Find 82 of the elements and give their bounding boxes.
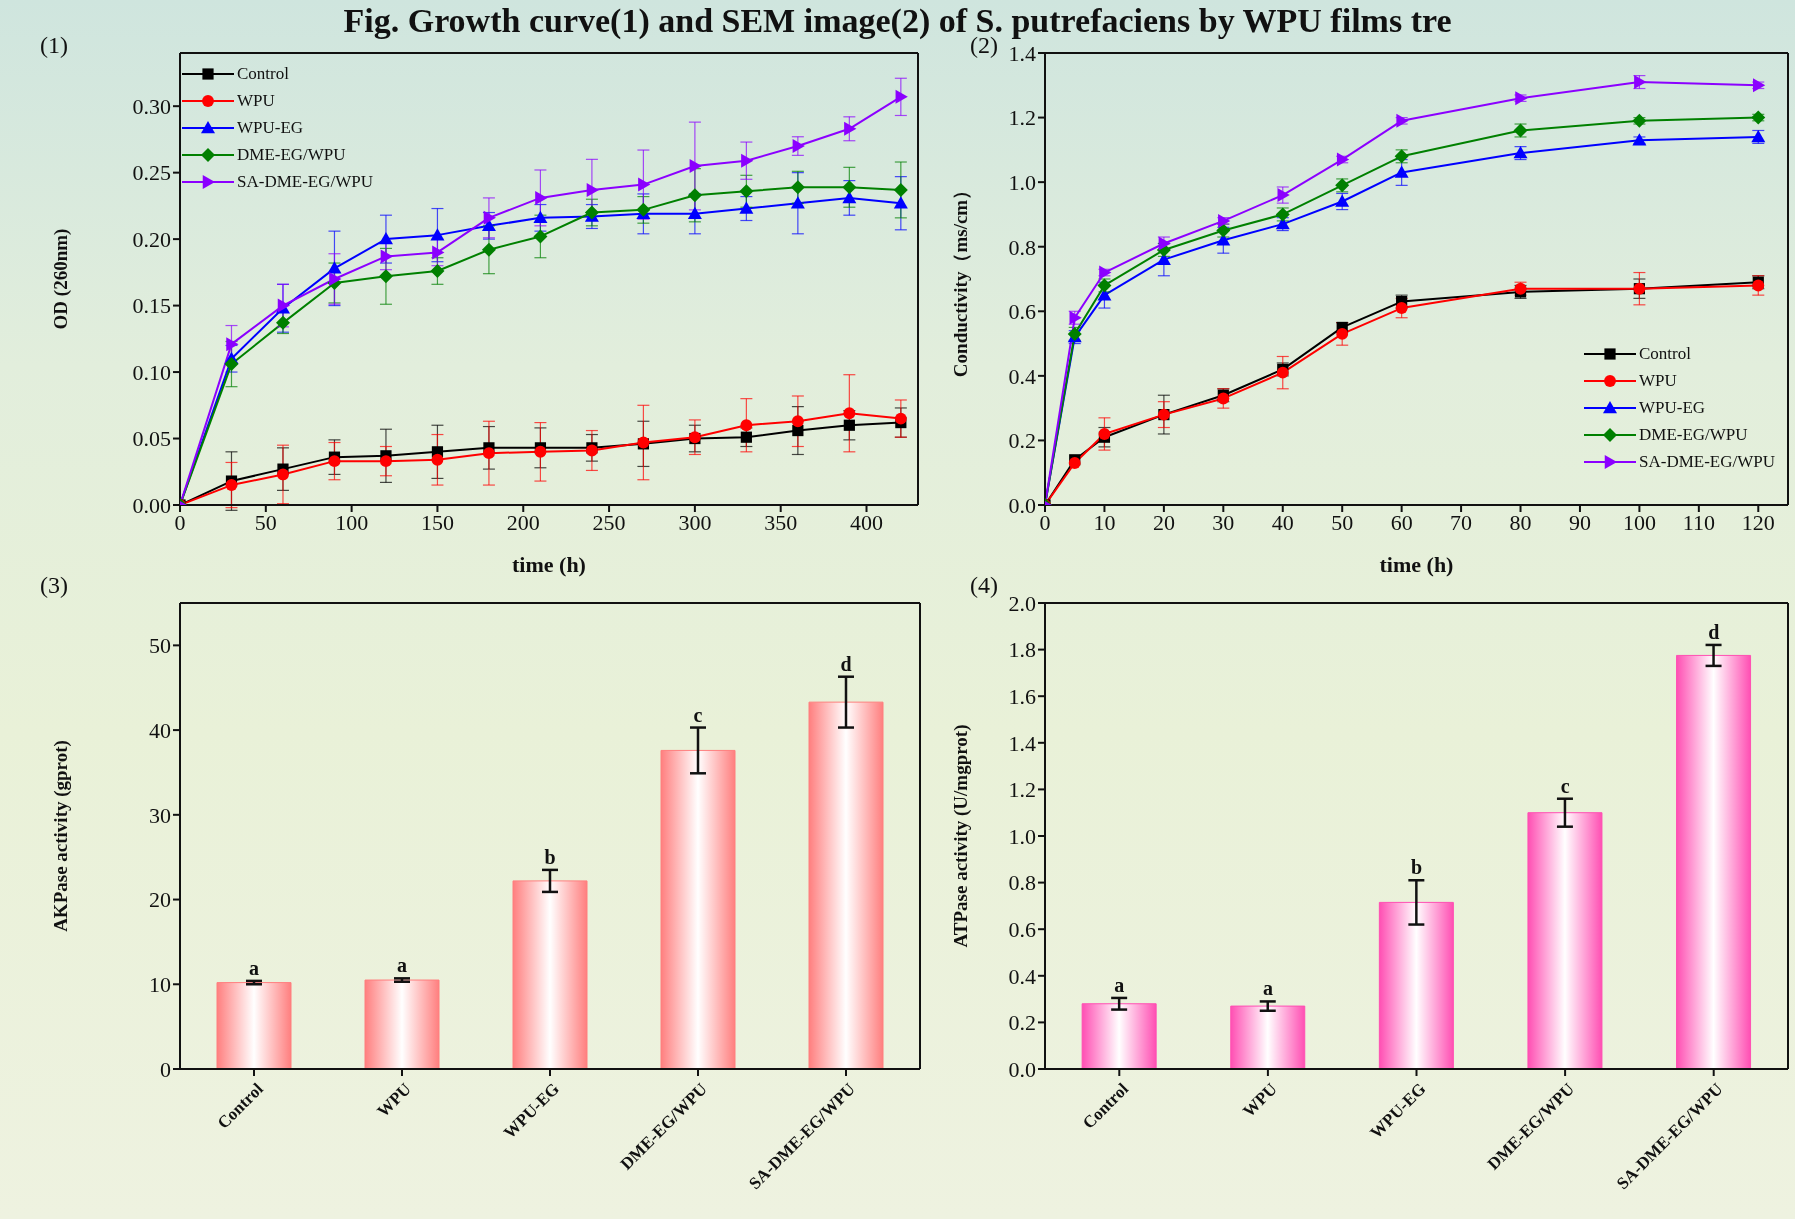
y-tick-label: 0.30 — [132, 93, 171, 119]
text: (2) — [970, 32, 998, 59]
legend-label: WPU-EG — [237, 117, 304, 138]
annotation: d — [1708, 620, 1720, 643]
x-axis-title: time (h) — [512, 552, 586, 577]
y-tick-label: 30 — [149, 802, 171, 828]
y-tick-label: 1.2 — [1008, 105, 1036, 131]
x-tick-label: 90 — [1568, 509, 1591, 535]
y-tick-label: 0.15 — [132, 293, 171, 319]
annotation: a — [249, 956, 259, 979]
x-tick-label: 120 — [1741, 509, 1775, 535]
y-tick-label: 0.10 — [132, 359, 171, 385]
y-axis-title: Conductivity（ms/cm） — [949, 180, 971, 378]
y-axis-title: OD (260nm) — [49, 228, 72, 330]
y-tick-label: 1.8 — [1008, 637, 1036, 663]
y-tick-label: 1.0 — [1008, 169, 1036, 195]
y-tick-label: 1.0 — [1008, 823, 1036, 849]
annotation: a — [1114, 973, 1125, 996]
y-tick-label: 0.8 — [1008, 234, 1036, 260]
y-tick-label: 0.2 — [1008, 1010, 1036, 1036]
y-tick-label: 0.05 — [132, 426, 171, 452]
y-axis-title: AKPase activity (gprot) — [49, 740, 72, 932]
legend-label: Control — [1639, 343, 1691, 364]
annotation: b — [1410, 856, 1423, 879]
y-tick-label: 0.25 — [132, 160, 171, 186]
x-tick-label: 110 — [1682, 509, 1715, 535]
y-tick-label: 40 — [149, 717, 171, 743]
y-axis-title: ATPase activity (U/mgprot) — [949, 724, 972, 948]
y-tick-label: 0.6 — [1008, 299, 1036, 325]
y-tick-label: 0.6 — [1008, 917, 1036, 943]
annotation: d — [840, 652, 852, 675]
legend-label: Control — [237, 63, 289, 84]
x-tick-label: 100 — [1622, 509, 1656, 535]
legend-label: WPU-EG — [1639, 397, 1706, 418]
y-tick-label: 1.2 — [1008, 777, 1036, 803]
y-tick-label: 2.0 — [1008, 590, 1036, 616]
x-tick-label: 350 — [764, 509, 798, 535]
y-tick-label: 1.4 — [1008, 40, 1036, 66]
x-tick-label: 10 — [1093, 509, 1116, 535]
annotation: a — [397, 954, 407, 977]
y-tick-label: 1.4 — [1008, 730, 1036, 756]
x-tick-label: 400 — [850, 509, 884, 535]
y-tick-label: 0.8 — [1008, 870, 1036, 896]
legend-label: SA-DME-EG/WPU — [237, 171, 373, 192]
x-tick-label: 40 — [1271, 509, 1294, 535]
y-tick-label: 0.0 — [1008, 1056, 1036, 1082]
x-tick-label: 250 — [592, 509, 626, 535]
y-tick-label: 0.00 — [132, 492, 171, 518]
x-tick-label: 50 — [254, 509, 277, 535]
x-tick-label: 20 — [1152, 509, 1175, 535]
x-tick-label: 150 — [420, 509, 454, 535]
y-tick-label: 50 — [149, 633, 171, 659]
legend-label: WPU — [1639, 370, 1677, 391]
x-tick-label: 80 — [1509, 509, 1532, 535]
y-tick-label: 0.0 — [1008, 492, 1036, 518]
legend-label: DME-EG/WPU — [1639, 424, 1748, 445]
x-tick-label: 300 — [678, 509, 712, 535]
annotation: b — [544, 845, 556, 868]
text: (4) — [970, 572, 998, 599]
legend-label: WPU — [237, 90, 275, 111]
y-tick-label: 0.4 — [1008, 963, 1036, 989]
y-tick-label: 0.4 — [1008, 363, 1036, 389]
x-tick-label: 100 — [335, 509, 369, 535]
text: (1) — [40, 32, 68, 59]
y-tick-label: 10 — [149, 972, 171, 998]
y-tick-label: 0.2 — [1008, 428, 1036, 454]
x-axis-title: time (h) — [1379, 552, 1454, 577]
x-tick-label: 200 — [506, 509, 540, 535]
y-tick-label: 1.6 — [1008, 684, 1036, 710]
annotation: a — [1262, 977, 1273, 1000]
x-tick-label: 70 — [1450, 509, 1473, 535]
x-tick-label: 50 — [1331, 509, 1354, 535]
x-tick-label: 30 — [1212, 509, 1235, 535]
text: (3) — [40, 572, 68, 599]
annotation: c — [1560, 774, 1570, 797]
legend-label: DME-EG/WPU — [237, 144, 346, 165]
x-tick-label: 60 — [1390, 509, 1413, 535]
y-tick-label: 0 — [160, 1056, 171, 1082]
y-tick-label: 20 — [149, 887, 171, 913]
annotation: c — [693, 703, 703, 726]
y-tick-label: 0.20 — [132, 226, 171, 252]
legend-label: SA-DME-EG/WPU — [1639, 451, 1775, 472]
